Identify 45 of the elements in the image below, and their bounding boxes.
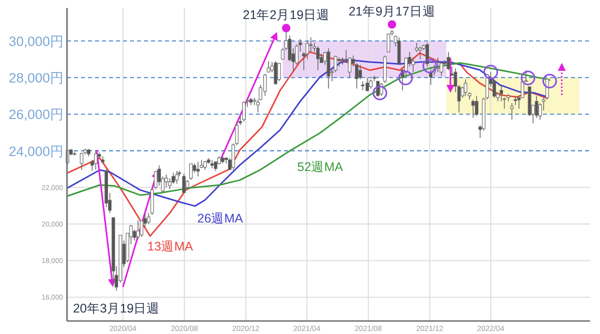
annotation: 21年9月17日週 [348,4,436,18]
candlestick [189,163,193,180]
candlestick [471,99,475,118]
point [422,58,438,74]
candlestick [337,57,341,67]
series-label: 26週MA [197,212,244,226]
point [398,70,413,86]
series-label: 52週MA [297,160,344,174]
candlestick [524,70,528,82]
candlestick [316,46,320,71]
candlestick [514,95,518,106]
candlestick [376,80,380,98]
candlestick [203,160,207,170]
candlestick [474,95,478,116]
candlestick [182,173,186,194]
candlestick [500,84,504,102]
candlestick [210,160,214,169]
candlestick [510,102,514,120]
candlestick [94,150,98,170]
candlestick [369,78,373,89]
candlestick [464,78,468,96]
series-label: 13週MA [147,240,194,254]
candlestick [418,46,422,60]
candlestick [242,100,246,122]
point [372,86,388,100]
annotation: 21年2月19日週 [242,8,330,22]
candlestick [386,33,390,52]
ref-line-label: 30,000円 [8,34,64,49]
annotation: 20年3月19日週 [72,302,160,316]
point [542,74,557,88]
candlestick [80,152,84,170]
ref-line-label: 28,000円 [8,70,64,86]
candlestick [136,220,140,240]
candlestick [277,62,281,82]
candlestick [274,60,278,86]
ref-line-label: 24,000円 [8,144,64,159]
point [483,64,498,80]
candlestick [446,52,450,71]
candlestick [266,60,270,72]
point [520,70,536,86]
candlestick [397,36,401,66]
candlestick [186,180,190,190]
candlestick [340,57,344,66]
candlestick [358,64,362,80]
ref-line-label: 26,000円 [8,107,64,122]
